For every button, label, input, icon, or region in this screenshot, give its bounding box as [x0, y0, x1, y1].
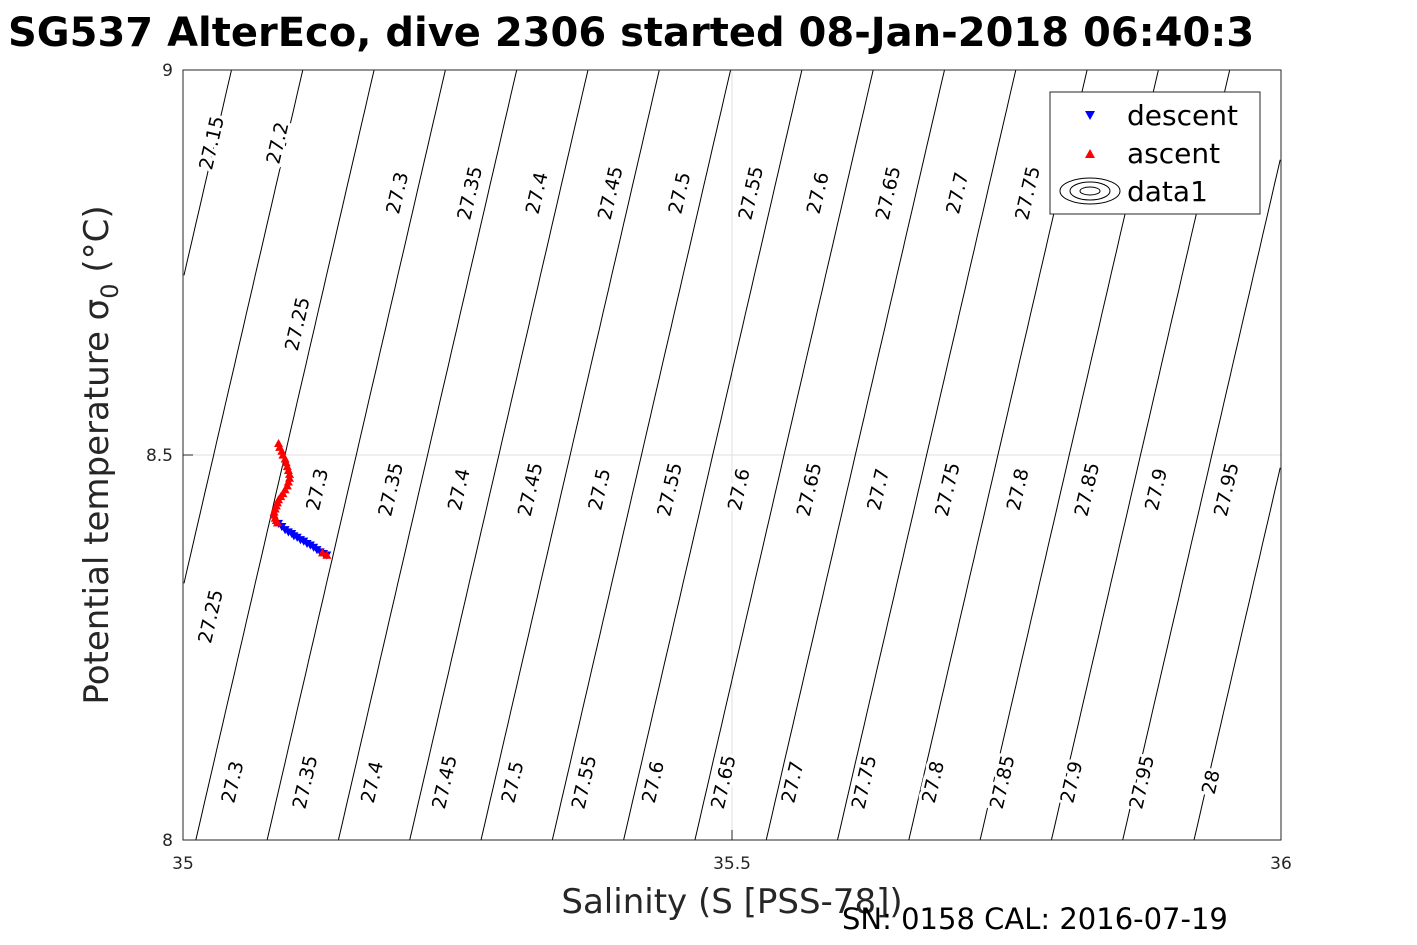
legend-ascent-label: ascent — [1127, 137, 1220, 170]
legend-descent-marker — [1085, 111, 1095, 120]
y-axis-label-subscript: 0 — [96, 283, 124, 298]
ascent-point — [317, 548, 327, 557]
ascent-point — [322, 550, 332, 559]
density-contour-27.25 — [183, 69, 304, 584]
footer-calibration: SN: 0158 CAL: 2016-07-19 — [842, 902, 1228, 936]
legend: descent ascent data1 — [1049, 91, 1261, 215]
chart-title: SG537 AlterEco, dive 2306 started 08-Jan… — [8, 10, 1254, 56]
ascent-point — [272, 518, 282, 527]
x-tick-label: 35 — [172, 854, 194, 874]
axis-ticks: 35 35.5 36 8 8.5 9 — [146, 61, 1292, 874]
density-contour-27.35 — [266, 69, 446, 841]
legend-box — [1049, 91, 1261, 215]
legend-descent-label: descent — [1127, 99, 1238, 132]
density-contour-27.7 — [765, 69, 945, 841]
y-tick-label: 9 — [162, 61, 173, 81]
density-contour-27.95 — [1122, 159, 1281, 841]
density-contour-27.75 — [837, 69, 1017, 841]
density-contour-27.45 — [409, 69, 589, 841]
x-axis-label: Salinity (S [PSS-78]) — [561, 882, 902, 922]
y-axis-label-unit: (°C) — [77, 205, 117, 283]
density-contour-27.55 — [551, 69, 732, 841]
density-contour-27.2 — [183, 69, 232, 276]
y-tick-label: 8.5 — [146, 446, 173, 466]
legend-ascent-marker — [1085, 149, 1095, 158]
density-contour-27.5 — [480, 69, 660, 841]
density-contour-28 — [1193, 467, 1281, 841]
density-contour-27.6 — [623, 69, 803, 841]
x-tick-label: 35.5 — [713, 854, 751, 874]
data-series — [269, 438, 332, 560]
y-axis-label: Potential temperature σ0 (°C) — [77, 205, 124, 704]
legend-data1-label: data1 — [1127, 175, 1208, 208]
y-axis-label-main: Potential temperature — [77, 320, 117, 704]
density-contour-27.4 — [337, 69, 518, 841]
y-tick-label: 8 — [162, 831, 173, 851]
density-contour-27.65 — [694, 69, 874, 841]
contour-label: 27.8 — [1003, 466, 1034, 512]
y-axis-label-sigma: σ — [77, 299, 117, 321]
legend-contour-marker — [1059, 177, 1121, 205]
x-tick-label: 36 — [1270, 854, 1292, 874]
